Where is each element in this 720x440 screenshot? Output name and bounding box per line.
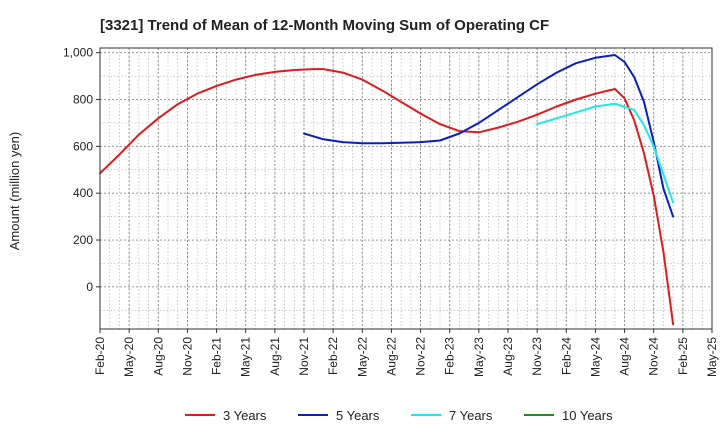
y-tick-label: 0	[86, 280, 93, 294]
y-tick-label: 800	[73, 93, 93, 107]
x-tick-label: Feb-23	[443, 337, 457, 375]
legend-label: 5 Years	[336, 408, 380, 423]
x-tick-label: Nov-22	[414, 337, 428, 376]
x-tick-label: Feb-25	[676, 337, 690, 375]
legend-label: 3 Years	[223, 408, 267, 423]
x-tick-label: May-25	[705, 337, 719, 377]
legend-item-7-years: 7 Years	[411, 408, 493, 423]
x-tick-label: Nov-21	[297, 337, 311, 376]
x-tick-label: Feb-21	[210, 337, 224, 375]
legend-label: 7 Years	[449, 408, 493, 423]
x-tick-label: Nov-20	[180, 337, 194, 376]
series-line-7-years	[536, 102, 675, 204]
x-tick-label: Nov-24	[647, 337, 661, 376]
x-axis-ticks: Feb-20 May-20 Aug-20 Nov-20 Feb-21 May-21 Aug-…	[93, 329, 719, 377]
y-tick-label: 600	[73, 139, 93, 153]
x-tick-label: May-24	[588, 337, 602, 377]
x-tick-label: Aug-21	[268, 337, 282, 376]
x-tick-label: Aug-20	[151, 337, 165, 376]
x-tick-label: Feb-24	[559, 337, 573, 375]
legend: 3 Years 5 Years 7 Years 10 Years	[185, 408, 613, 423]
x-tick-label: Aug-23	[501, 337, 515, 376]
x-tick-label: May-20	[122, 337, 136, 377]
x-tick-label: Aug-24	[618, 337, 632, 376]
legend-label: 10 Years	[562, 408, 613, 423]
x-tick-label: May-22	[355, 337, 369, 377]
x-tick-label: May-23	[472, 337, 486, 377]
minor-gridlines	[100, 48, 712, 329]
legend-item-3-years: 3 Years	[185, 408, 267, 423]
series-lines	[99, 54, 675, 326]
x-tick-label: Feb-20	[93, 337, 107, 375]
y-tick-label: 200	[73, 233, 93, 247]
y-axis-ticks: 0 200 400 600 800 1,000	[63, 46, 100, 294]
x-tick-label: Feb-22	[326, 337, 340, 375]
major-gridlines	[100, 48, 712, 329]
series-line-5-years	[303, 54, 675, 218]
x-tick-label: May-21	[239, 337, 253, 377]
series-line-3-years	[99, 68, 675, 326]
chart-title: [3321] Trend of Mean of 12-Month Moving …	[100, 17, 549, 34]
plot-frame	[99, 47, 713, 330]
legend-item-5-years: 5 Years	[298, 408, 380, 423]
x-tick-label: Nov-23	[530, 337, 544, 376]
y-tick-label: 1,000	[63, 46, 93, 60]
plot-area	[99, 47, 713, 330]
y-axis-label: Amount (million yen)	[7, 132, 22, 251]
x-tick-label: Aug-22	[384, 337, 398, 376]
legend-item-10-years: 10 Years	[524, 408, 613, 423]
y-tick-label: 400	[73, 186, 93, 200]
